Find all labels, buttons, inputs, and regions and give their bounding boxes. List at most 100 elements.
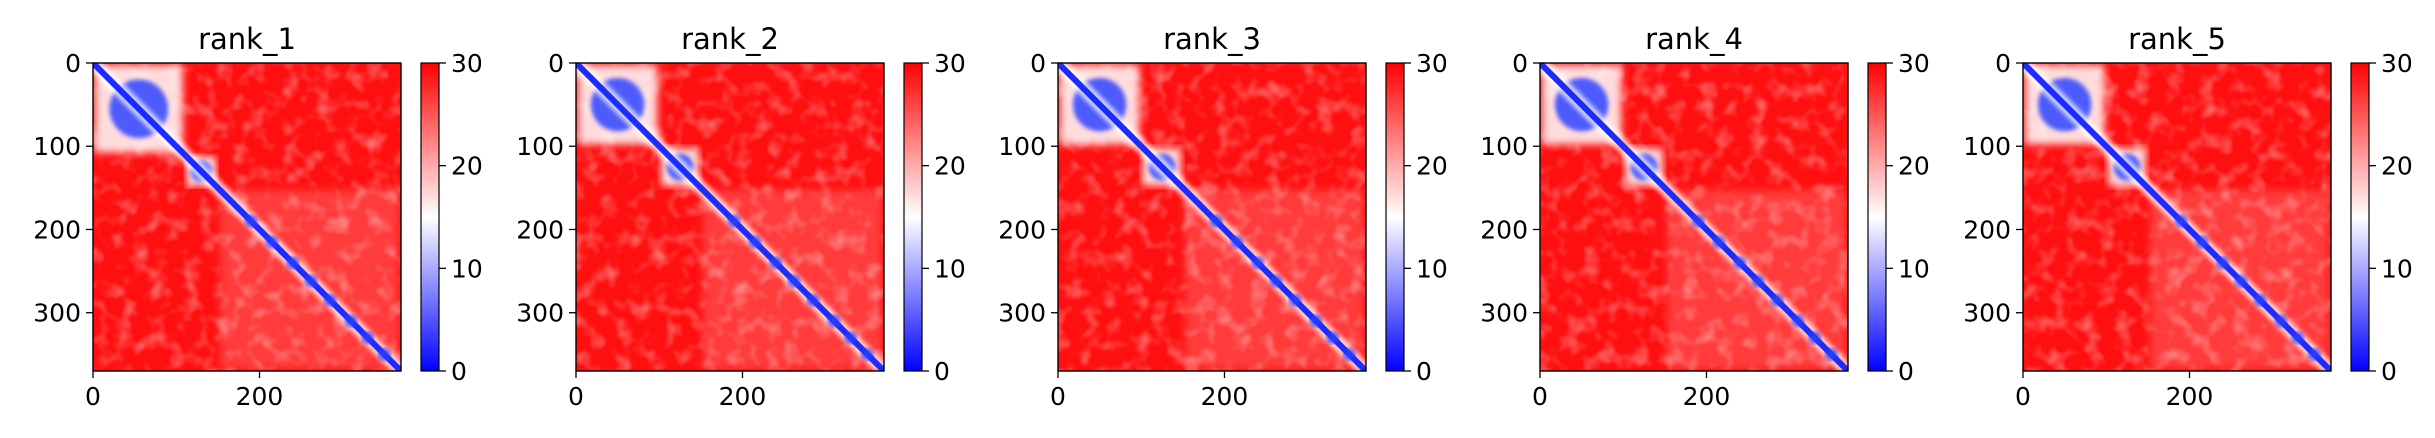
diagonal-blob xyxy=(245,215,258,228)
x-tick-label: 0 xyxy=(1532,382,1548,411)
y-tick-label: 300 xyxy=(516,299,564,328)
diagonal-blob xyxy=(1712,235,1725,248)
diagonal-blob xyxy=(2291,331,2304,344)
colorbar-tick-label: 10 xyxy=(934,254,966,283)
colorbar xyxy=(1867,62,1887,372)
panel-title: rank_4 xyxy=(1645,22,1743,56)
colorbar-tick-label: 20 xyxy=(1898,152,1930,181)
y-tick-label: 100 xyxy=(516,132,564,161)
x-tick-label: 200 xyxy=(236,382,284,411)
diagonal-blob xyxy=(769,256,782,269)
x-tick-label: 0 xyxy=(568,382,584,411)
diagonal-blob xyxy=(1251,256,1264,269)
colorbar-tick-label: 30 xyxy=(451,49,483,78)
colorbar-tick-label: 0 xyxy=(2381,357,2397,386)
diagonal-blob xyxy=(1230,235,1243,248)
diagonal-blob xyxy=(2275,315,2288,328)
x-tick-label: 0 xyxy=(85,382,101,411)
diagonal-blob xyxy=(1210,215,1223,228)
colorbar-tick-label: 20 xyxy=(934,152,966,181)
diagonal-blob xyxy=(2216,256,2229,269)
y-tick-label: 300 xyxy=(1963,299,2011,328)
x-tick-label: 0 xyxy=(2015,382,2031,411)
colorbar-tick-label: 10 xyxy=(1416,254,1448,283)
diagonal-blob xyxy=(1792,315,1805,328)
diagonal-blob xyxy=(1310,315,1323,328)
colorbar-tick-label: 20 xyxy=(2381,152,2413,181)
colorbar xyxy=(903,62,923,372)
colorbar-tick-label: 30 xyxy=(2381,49,2413,78)
colorbar-tick-label: 0 xyxy=(1898,357,1914,386)
heatmap-panel-2: rank_2 0 100 200 300 0 200 0 10 20 30 xyxy=(516,22,966,411)
diagonal-blob xyxy=(2175,215,2188,228)
colorbar xyxy=(2350,62,2370,372)
y-tick-label: 0 xyxy=(1512,49,1528,78)
diagonal-blob xyxy=(1343,348,1356,361)
x-tick-label: 200 xyxy=(2166,382,2214,411)
diagonal-blob xyxy=(305,275,318,288)
colorbar-tick-label: 10 xyxy=(451,254,483,283)
heatmap-panel-4: rank_4 0 100 200 300 0 200 0 10 20 30 xyxy=(1480,22,1930,411)
heatmap-frame xyxy=(2022,62,2332,372)
diagonal-blob xyxy=(807,294,820,307)
colorbar-tick-label: 30 xyxy=(1416,49,1448,78)
diagonal-blob xyxy=(728,215,741,228)
y-tick-label: 100 xyxy=(1963,132,2011,161)
heatmap-image xyxy=(1058,63,1366,371)
heatmap-frame xyxy=(92,62,402,372)
diagonal-blob xyxy=(1270,275,1283,288)
y-tick-label: 300 xyxy=(1480,299,1528,328)
colorbar-tick-label: 30 xyxy=(1898,49,1930,78)
y-tick-label: 200 xyxy=(1963,215,2011,244)
y-tick-label: 0 xyxy=(548,49,564,78)
y-tick-label: 200 xyxy=(998,215,1046,244)
y-tick-label: 100 xyxy=(1480,132,1528,161)
diagonal-blob xyxy=(1752,275,1765,288)
heatmap-frame xyxy=(575,62,885,372)
x-tick-label: 200 xyxy=(719,382,767,411)
x-tick-label: 0 xyxy=(1050,382,1066,411)
colorbar xyxy=(1385,62,1405,372)
diagonal-blob xyxy=(1771,294,1784,307)
diagonal-blob xyxy=(1733,256,1746,269)
diagonal-blob xyxy=(2195,235,2208,248)
y-tick-label: 200 xyxy=(1480,215,1528,244)
diagonal-blob xyxy=(828,315,841,328)
colorbar-tick-label: 20 xyxy=(451,152,483,181)
y-tick-label: 200 xyxy=(516,215,564,244)
heatmap-image xyxy=(576,63,884,371)
diagonal-blob xyxy=(265,235,278,248)
heatmap-image xyxy=(93,63,401,371)
diagonal-blob xyxy=(788,275,801,288)
diagonal-blob xyxy=(2235,275,2248,288)
y-tick-label: 0 xyxy=(1030,49,1046,78)
colorbar-tick-label: 20 xyxy=(1416,152,1448,181)
y-tick-label: 100 xyxy=(33,132,81,161)
diagonal-blob xyxy=(345,315,358,328)
diagonal-blob xyxy=(1326,331,1339,344)
diagonal-blob xyxy=(2254,294,2267,307)
y-tick-label: 300 xyxy=(33,299,81,328)
colorbar xyxy=(420,62,440,372)
y-tick-label: 0 xyxy=(65,49,81,78)
colorbar-tick-label: 10 xyxy=(2381,254,2413,283)
diagonal-blob xyxy=(286,256,299,269)
diagonal-blob xyxy=(1289,294,1302,307)
colorbar-tick-label: 0 xyxy=(1416,357,1432,386)
diagonal-blob xyxy=(748,235,761,248)
colorbar-tick-label: 0 xyxy=(451,357,467,386)
heatmap-image xyxy=(2023,63,2331,371)
heatmap-panel-5: rank_5 0 100 200 300 0 200 0 10 20 30 xyxy=(1963,22,2413,411)
diagonal-blob xyxy=(361,331,374,344)
panel-title: rank_1 xyxy=(198,22,296,56)
diagonal-blob xyxy=(2308,348,2321,361)
diagonal-blob xyxy=(378,348,391,361)
heatmap-frame xyxy=(1539,62,1849,372)
x-tick-label: 200 xyxy=(1683,382,1731,411)
colorbar-tick-label: 30 xyxy=(934,49,966,78)
diagonal-blob xyxy=(1808,331,1821,344)
panel-title: rank_3 xyxy=(1163,22,1261,56)
heatmap-panel-1: rank_1 0 100 200 300 0 200 0 10 20 30 xyxy=(33,22,483,411)
y-tick-label: 200 xyxy=(33,215,81,244)
